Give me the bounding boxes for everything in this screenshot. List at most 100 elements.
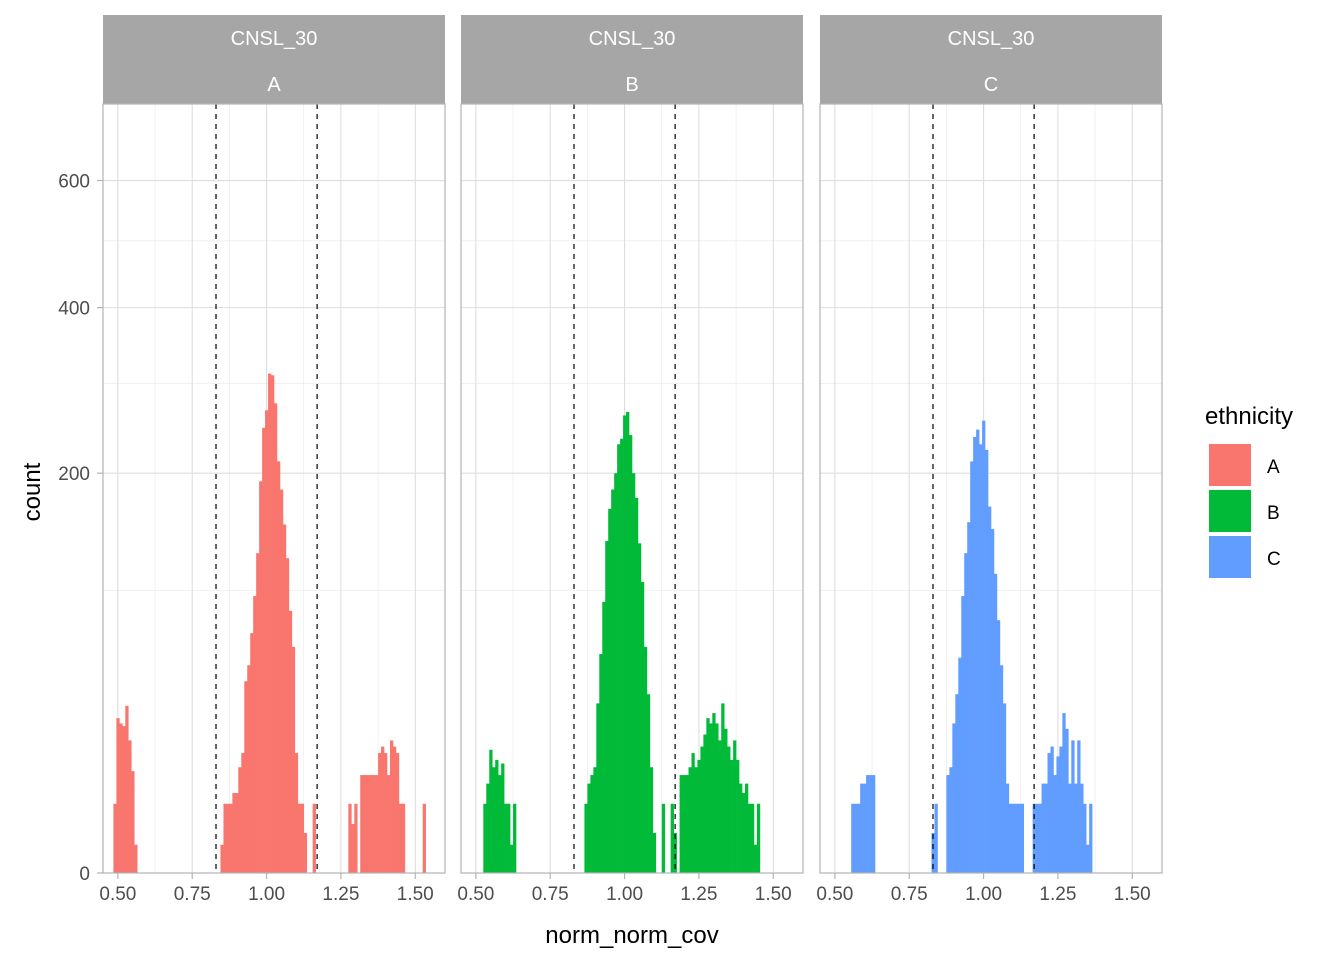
histogram-bar <box>742 793 746 873</box>
histogram-bar <box>282 524 287 873</box>
histogram-bar <box>949 767 953 873</box>
histogram-bar <box>351 824 355 873</box>
histogram-bar <box>1089 803 1093 873</box>
histogram-bar <box>967 522 971 873</box>
histogram-bar <box>982 420 986 873</box>
histogram-bar <box>235 793 239 873</box>
histogram-bar <box>363 775 367 873</box>
histogram-bar <box>369 775 373 873</box>
histogram-bar <box>501 763 505 873</box>
histogram-bar <box>1080 783 1084 873</box>
histogram-bar <box>1077 740 1081 873</box>
histogram-bar <box>620 438 624 873</box>
histogram-bar <box>389 740 394 873</box>
panel-border <box>102 103 446 874</box>
y-tick-label: 0 <box>79 864 90 885</box>
histogram-bar <box>422 803 426 873</box>
histogram-bar <box>1014 803 1019 873</box>
histogram-bar <box>279 489 284 873</box>
histogram-bar <box>1086 844 1090 873</box>
histogram-bar <box>492 767 496 873</box>
x-tick-label: 1.50 <box>1114 884 1151 905</box>
histogram-bar <box>1065 728 1069 873</box>
histogram-bar <box>643 646 648 873</box>
histogram-bar <box>119 723 123 873</box>
legend-title: ethnicity <box>1205 403 1293 430</box>
legend-swatch-a <box>1209 444 1251 486</box>
histogram-bar <box>706 718 710 873</box>
legend-label-b: B <box>1267 503 1280 524</box>
histogram-bar <box>700 746 704 873</box>
histogram-bar <box>128 740 132 873</box>
histogram-bar <box>611 489 615 873</box>
histogram-bar <box>857 803 861 873</box>
histogram-bar <box>285 558 290 873</box>
histogram-bar <box>247 665 251 873</box>
histogram-bar <box>745 783 749 873</box>
histogram-bar <box>996 620 1001 873</box>
histogram-bar <box>244 681 248 873</box>
histogram-bar <box>276 461 281 873</box>
facet-strip <box>461 15 803 104</box>
histogram-bar <box>366 775 370 873</box>
histogram-bar <box>614 473 618 873</box>
strip-label-bottom: B <box>625 74 638 96</box>
histogram-bar <box>1071 740 1075 873</box>
histogram-bar <box>268 373 272 873</box>
histogram-bar <box>866 775 870 873</box>
histogram-bar <box>750 803 755 873</box>
histogram-bar <box>602 601 606 873</box>
histogram-bar <box>229 803 233 873</box>
panel-border <box>819 103 1163 874</box>
histogram-bar <box>640 581 645 873</box>
histogram-bar <box>348 803 352 873</box>
histogram-bar <box>724 728 728 873</box>
histogram-bar <box>354 803 358 873</box>
histogram-bar <box>125 705 129 873</box>
histogram-bar <box>634 497 639 873</box>
strip-label-top: CNSL_30 <box>231 28 318 50</box>
histogram-bar <box>605 540 609 873</box>
histogram-bar <box>483 803 487 873</box>
histogram-bar <box>489 749 493 873</box>
histogram-bar <box>398 803 403 873</box>
histogram-bar <box>688 767 692 873</box>
facet-strip <box>820 15 1162 104</box>
histogram-bar <box>694 767 698 873</box>
histogram-bar <box>952 723 956 873</box>
strip-label-top: CNSL_30 <box>948 28 1035 50</box>
histogram-bar <box>739 783 743 873</box>
histogram-bar <box>486 783 490 873</box>
histogram-bar <box>961 596 965 873</box>
histogram-bar <box>1059 746 1063 873</box>
strip-label-bottom: C <box>984 74 998 96</box>
legend-label-a: A <box>1267 457 1280 478</box>
strip-label-top: CNSL_30 <box>589 28 676 50</box>
histogram-bar <box>259 481 263 873</box>
x-tick-label: 1.25 <box>322 884 359 905</box>
histogram-bar <box>587 783 591 873</box>
histogram-bar <box>1050 746 1054 873</box>
histogram-bar <box>988 506 992 873</box>
histogram-bar <box>113 803 117 873</box>
histogram-bar <box>1035 803 1039 873</box>
histogram-bar <box>709 723 713 873</box>
histogram-bar <box>854 803 858 873</box>
x-tick-label: 0.75 <box>174 884 211 905</box>
histogram-bar <box>271 375 275 873</box>
histogram-bar <box>238 767 242 873</box>
histogram-bar <box>392 746 397 873</box>
histogram-bar <box>223 803 227 873</box>
histogram-bar <box>964 553 968 873</box>
histogram-bar <box>649 767 654 873</box>
x-tick-label: 1.00 <box>965 884 1002 905</box>
histogram-bar <box>504 803 508 873</box>
panel-border <box>460 103 804 874</box>
histogram-bar <box>652 833 657 873</box>
x-tick-label: 0.50 <box>99 884 136 905</box>
histogram-bar <box>300 803 305 873</box>
histogram-bar <box>946 775 950 873</box>
histogram-bar <box>1038 803 1042 873</box>
histogram-bar <box>584 803 588 873</box>
strip-label-bottom: A <box>267 74 281 96</box>
